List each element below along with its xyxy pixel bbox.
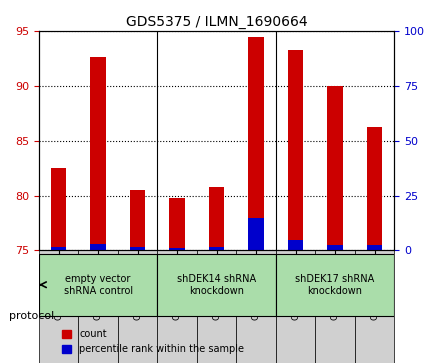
Text: shDEK17 shRNA
knockdown: shDEK17 shRNA knockdown	[295, 274, 375, 295]
FancyBboxPatch shape	[118, 250, 158, 363]
Bar	[248, 218, 264, 250]
FancyBboxPatch shape	[276, 250, 315, 363]
FancyBboxPatch shape	[236, 250, 276, 363]
Bar	[209, 247, 224, 250]
Title: GDS5375 / ILMN_1690664: GDS5375 / ILMN_1690664	[126, 15, 308, 29]
FancyBboxPatch shape	[355, 250, 394, 363]
FancyBboxPatch shape	[158, 254, 276, 315]
FancyBboxPatch shape	[315, 250, 355, 363]
Text: protocol: protocol	[9, 311, 54, 321]
Bar	[367, 127, 382, 250]
Bar	[51, 247, 66, 250]
Text: empty vector
shRNA control: empty vector shRNA control	[63, 274, 132, 295]
FancyBboxPatch shape	[276, 254, 394, 315]
Legend: count, percentile rank within the sample: count, percentile rank within the sample	[58, 326, 248, 358]
Bar	[130, 247, 146, 250]
FancyBboxPatch shape	[39, 254, 158, 315]
Bar	[288, 240, 304, 250]
Bar	[169, 248, 185, 250]
Bar	[209, 187, 224, 250]
Bar	[90, 57, 106, 250]
FancyBboxPatch shape	[78, 250, 118, 363]
Bar	[367, 245, 382, 250]
Bar	[51, 168, 66, 250]
Bar	[169, 198, 185, 250]
Bar	[90, 244, 106, 250]
FancyBboxPatch shape	[158, 250, 197, 363]
FancyBboxPatch shape	[39, 250, 78, 363]
FancyBboxPatch shape	[197, 250, 236, 363]
Bar	[327, 86, 343, 250]
Bar	[248, 37, 264, 250]
Bar	[130, 190, 146, 250]
Bar	[327, 245, 343, 250]
Text: shDEK14 shRNA
knockdown: shDEK14 shRNA knockdown	[177, 274, 256, 295]
Bar	[288, 50, 304, 250]
